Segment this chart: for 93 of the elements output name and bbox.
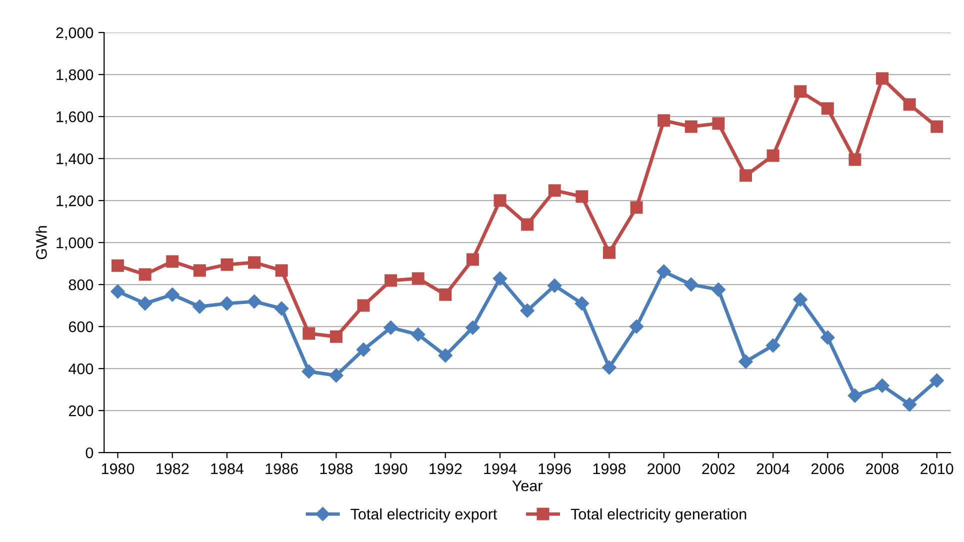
- point: [848, 153, 862, 166]
- x-tick-label: 1988: [320, 463, 353, 474]
- point: [492, 271, 508, 286]
- point: [766, 338, 780, 353]
- point: [820, 330, 835, 345]
- point: [248, 256, 261, 269]
- point: [629, 319, 644, 334]
- x-tick-label: 1996: [538, 463, 571, 474]
- y-tick-label: 600: [68, 321, 94, 332]
- point: [138, 296, 152, 311]
- point: [166, 255, 179, 268]
- legend-label: Total electricity export: [350, 508, 498, 523]
- point: [658, 114, 670, 127]
- x-tick-label: 1986: [266, 463, 298, 474]
- point: [902, 397, 917, 412]
- point: [521, 218, 534, 231]
- point: [602, 360, 616, 375]
- point: [520, 304, 534, 318]
- x-tick-label: 2002: [702, 463, 735, 474]
- y-tick-label: 1,000: [56, 237, 94, 250]
- point: [766, 149, 780, 162]
- point: [411, 327, 426, 342]
- point: [684, 277, 698, 292]
- x-tick-label: 2000: [648, 463, 680, 474]
- point: [656, 264, 671, 279]
- x-tick-label: 1984: [211, 463, 244, 474]
- point: [220, 296, 234, 311]
- point: [356, 342, 371, 357]
- y-axis-title: GWh: [36, 226, 47, 260]
- point: [384, 320, 398, 335]
- legend-label: Total electricity generation: [570, 508, 746, 523]
- point: [138, 268, 152, 281]
- point: [466, 320, 480, 335]
- y-tick-label: 2,000: [56, 27, 94, 40]
- point: [602, 246, 616, 259]
- point: [165, 288, 180, 302]
- point: [793, 292, 808, 307]
- point: [302, 364, 316, 379]
- point: [821, 102, 834, 115]
- x-tick-label: 1994: [484, 463, 517, 474]
- y-tick-label: 1,400: [56, 153, 94, 166]
- x-tick-label: 2010: [920, 463, 954, 474]
- x-tick-label: 1992: [430, 463, 462, 474]
- point: [193, 264, 206, 277]
- x-tick-label: 1982: [156, 463, 189, 474]
- point: [712, 117, 725, 130]
- point: [930, 373, 944, 388]
- point: [275, 264, 288, 277]
- point: [711, 282, 726, 297]
- point: [548, 278, 562, 293]
- y-tick-label: 0: [86, 447, 94, 458]
- point: [794, 85, 807, 98]
- point: [574, 296, 589, 311]
- x-tick-label: 2004: [756, 463, 790, 474]
- x-axis-title: Year: [512, 480, 542, 492]
- y-tick-label: 400: [68, 363, 94, 374]
- x-tick-label: 2008: [866, 463, 899, 474]
- point: [738, 354, 753, 369]
- point: [494, 194, 506, 207]
- point: [220, 258, 234, 271]
- point: [876, 72, 888, 85]
- point: [438, 348, 452, 363]
- point: [384, 274, 398, 287]
- x-tick-label: 1980: [102, 463, 134, 474]
- point: [630, 201, 643, 214]
- point: [548, 184, 561, 197]
- point: [576, 190, 588, 203]
- point: [192, 300, 207, 314]
- y-tick-label: 1,600: [56, 111, 94, 124]
- point: [466, 253, 479, 266]
- point: [329, 368, 344, 383]
- x-tick-label: 2006: [811, 463, 844, 474]
- point: [247, 294, 262, 309]
- y-tick-label: 800: [68, 279, 94, 290]
- point: [875, 378, 890, 393]
- point: [439, 288, 452, 301]
- point: [112, 259, 124, 272]
- y-tick-label: 1,800: [56, 69, 94, 82]
- point: [302, 327, 316, 340]
- point: [274, 301, 289, 316]
- x-tick-label: 1990: [374, 463, 408, 474]
- point: [412, 272, 424, 285]
- point: [330, 330, 342, 343]
- point: [110, 284, 125, 299]
- point: [848, 388, 862, 403]
- point: [684, 120, 698, 133]
- point: [739, 169, 752, 182]
- point: [357, 299, 370, 312]
- point: [903, 98, 916, 111]
- point: [930, 120, 944, 133]
- y-tick-label: 1,200: [56, 195, 94, 208]
- x-tick-label: 1998: [593, 463, 626, 474]
- y-tick-label: 200: [68, 405, 94, 416]
